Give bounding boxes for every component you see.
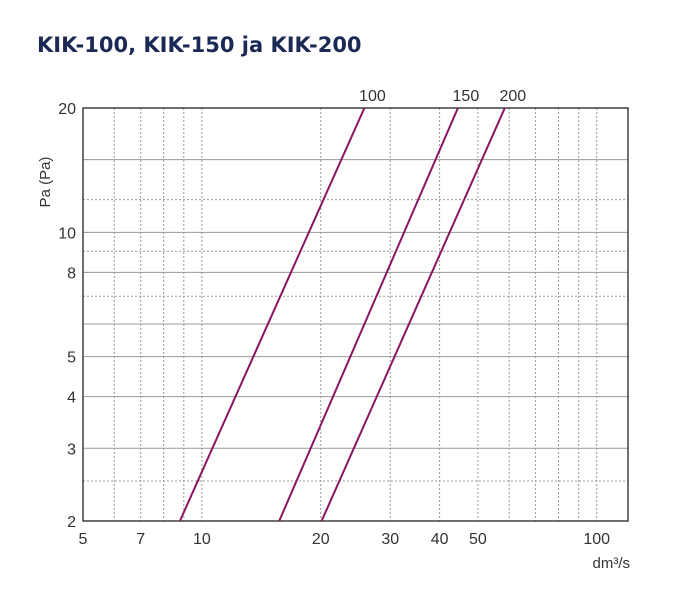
x-tick-label: 20 — [312, 531, 330, 548]
x-tick-label: 7 — [136, 531, 145, 548]
x-tick-label: 30 — [381, 531, 399, 548]
y-tick-label: 3 — [67, 441, 76, 458]
series-label-100: 100 — [359, 88, 386, 105]
y-tick-label: 8 — [67, 265, 76, 282]
y-tick-label: 2 — [67, 514, 76, 531]
x-tick-label: 5 — [79, 531, 88, 548]
plot-frame — [82, 107, 629, 522]
tick-labels: 5 7 10 20 30 40 50 100 2 3 4 5 8 10 20 — [58, 101, 610, 548]
series-line-100 — [178, 107, 366, 522]
series-label-150: 150 — [453, 88, 480, 105]
y-tick-label: 5 — [67, 350, 76, 367]
series-line-200 — [320, 107, 506, 522]
y-tick-label: 4 — [67, 390, 76, 407]
x-tick-label: 40 — [431, 531, 449, 548]
x-tick-label: 100 — [583, 531, 610, 548]
series-label-200: 200 — [499, 88, 526, 105]
chart-title: KIK-100, KIK-150 ja KIK-200 — [37, 33, 362, 57]
x-axis-label: dm³/s — [593, 555, 631, 572]
series-lines: 100 150 200 — [178, 88, 526, 522]
grid — [83, 108, 628, 521]
series-line-150 — [278, 107, 459, 522]
y-tick-label: 10 — [58, 225, 76, 242]
y-tick-label: 20 — [58, 101, 76, 118]
x-tick-label: 10 — [193, 531, 211, 548]
y-axis-label: Pa (Pa) — [37, 157, 54, 208]
x-tick-label: 50 — [469, 531, 487, 548]
